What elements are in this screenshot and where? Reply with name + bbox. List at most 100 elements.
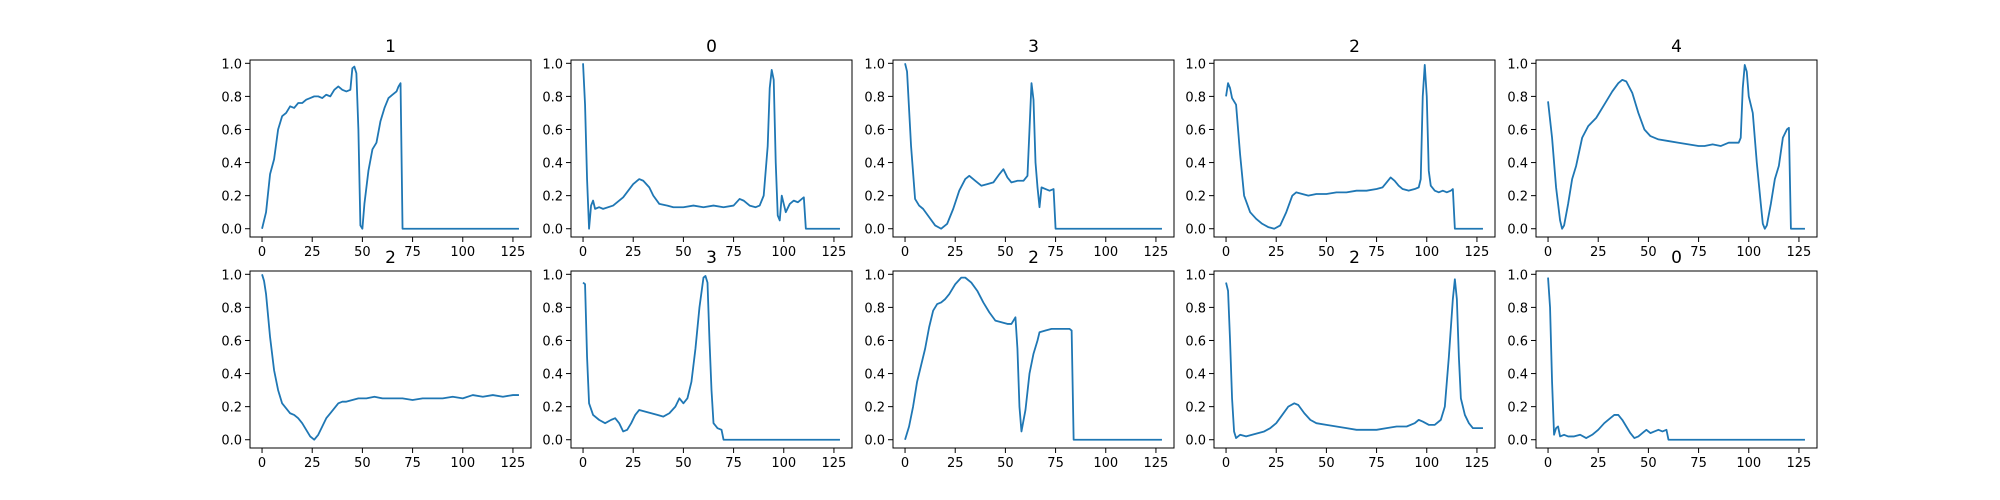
x-tick-label: 50 — [1640, 456, 1657, 471]
y-tick-label: 0.6 — [221, 123, 242, 138]
y-tick-label: 0.2 — [221, 190, 242, 205]
x-tick-label: 0 — [1544, 456, 1552, 471]
y-tick-label: 1.0 — [864, 57, 885, 72]
subplot-1: 1 0 25 50 75 100 125 0.0 0.2 0.4 0.6 0.8 1.0 — [221, 37, 532, 260]
axes-frame — [1535, 270, 1818, 449]
y-tick-label: 0.0 — [1185, 223, 1206, 238]
y-tick-label: 1.0 — [542, 57, 563, 72]
x-tick-label: 100 — [1736, 245, 1761, 260]
y-tick-label: 0.6 — [542, 123, 563, 138]
x-tick-label: 75 — [725, 456, 742, 471]
x-tick-label: 100 — [771, 245, 796, 260]
y-tick-label: 0.4 — [1185, 157, 1206, 172]
x-tick-label: 50 — [675, 456, 692, 471]
y-tick-label: 0.0 — [1185, 434, 1206, 449]
x-tick-label: 0 — [258, 456, 266, 471]
y-tick-label: 0.8 — [864, 301, 885, 316]
y-tick-label: 0.4 — [1185, 368, 1206, 383]
x-tick-label: 25 — [625, 245, 642, 260]
panel-title: 3 — [706, 248, 717, 268]
y-tick-label: 0.0 — [1507, 434, 1528, 449]
series-line — [582, 275, 840, 441]
x-tick-label: 125 — [501, 245, 526, 260]
panel-title: 2 — [385, 248, 396, 268]
y-tick-label: 0.8 — [221, 301, 242, 316]
subplot-4: 2 0 25 50 75 100 125 0.0 0.2 0.4 0.6 0.8 1.0 — [1185, 37, 1496, 260]
x-tick-label: 25 — [625, 456, 642, 471]
x-tick-label: 50 — [675, 245, 692, 260]
x-tick-label: 0 — [258, 245, 266, 260]
x-tick-label: 125 — [1787, 245, 1812, 260]
axes-frame — [570, 59, 853, 238]
y-tick-label: 0.2 — [1507, 401, 1528, 416]
y-tick-label: 1.0 — [221, 57, 242, 72]
y-tick-label: 0.4 — [1507, 368, 1528, 383]
axes-frame — [892, 59, 1175, 238]
x-tick-label: 50 — [354, 245, 371, 260]
y-tick-label: 0.0 — [542, 434, 563, 449]
panel-title: 1 — [385, 37, 396, 57]
subplot-2: 0 0 25 50 75 100 125 0.0 0.2 0.4 0.6 0.8 1.0 — [542, 37, 853, 260]
series-line — [1225, 64, 1483, 230]
x-tick-label: 125 — [501, 456, 526, 471]
y-tick-label: 0.6 — [1507, 123, 1528, 138]
y-tick-label: 0.8 — [1185, 90, 1206, 105]
panel-title: 0 — [706, 37, 717, 57]
y-tick-label: 0.6 — [1185, 123, 1206, 138]
y-tick-label: 0.2 — [1185, 190, 1206, 205]
panel-title: 0 — [1671, 248, 1682, 268]
y-tick-label: 0.4 — [221, 157, 242, 172]
y-tick-label: 0.0 — [864, 223, 885, 238]
y-tick-label: 0.0 — [221, 223, 242, 238]
y-tick-label: 0.4 — [1507, 157, 1528, 172]
y-tick-label: 0.2 — [542, 401, 563, 416]
subplot-9: 2 0 25 50 75 100 125 0.0 0.2 0.4 0.6 0.8 1.0 — [1185, 248, 1496, 471]
series-line — [904, 276, 1162, 441]
axes-frame — [892, 270, 1175, 449]
y-tick-label: 0.4 — [864, 157, 885, 172]
y-tick-label: 0.8 — [864, 90, 885, 105]
x-tick-label: 100 — [1093, 456, 1118, 471]
y-tick-label: 0.2 — [1507, 190, 1528, 205]
axes-frame — [1213, 59, 1496, 238]
x-tick-label: 0 — [579, 456, 587, 471]
y-tick-label: 0.6 — [864, 334, 885, 349]
y-tick-label: 0.4 — [542, 368, 563, 383]
y-tick-label: 0.8 — [221, 90, 242, 105]
x-tick-label: 50 — [354, 456, 371, 471]
x-tick-label: 25 — [1268, 245, 1285, 260]
y-tick-label: 0.2 — [1185, 401, 1206, 416]
subplot-10: 0 0 25 50 75 100 125 0.0 0.2 0.4 0.6 0.8 1.0 — [1507, 248, 1818, 471]
x-tick-label: 100 — [1414, 245, 1439, 260]
x-tick-label: 75 — [404, 245, 421, 260]
x-tick-label: 75 — [1690, 456, 1707, 471]
x-tick-label: 100 — [450, 245, 475, 260]
axes-frame — [249, 59, 532, 238]
x-tick-label: 100 — [1414, 456, 1439, 471]
x-tick-label: 0 — [1222, 245, 1230, 260]
x-tick-label: 50 — [1318, 456, 1335, 471]
x-tick-label: 75 — [1047, 456, 1064, 471]
subplot-7: 3 0 25 50 75 100 125 0.0 0.2 0.4 0.6 0.8 1.0 — [542, 248, 853, 471]
series-line — [1225, 278, 1483, 439]
x-tick-label: 75 — [725, 245, 742, 260]
subplot-6: 2 0 25 50 75 100 125 0.0 0.2 0.4 0.6 0.8 1.0 — [221, 248, 532, 471]
y-tick-label: 1.0 — [1185, 268, 1206, 283]
panel-title: 3 — [1028, 37, 1039, 57]
series-line — [1547, 277, 1805, 441]
series-line — [1547, 64, 1805, 230]
y-tick-label: 0.0 — [864, 434, 885, 449]
x-tick-label: 125 — [822, 245, 847, 260]
x-tick-label: 25 — [304, 245, 321, 260]
panel-title: 2 — [1349, 37, 1360, 57]
y-tick-label: 0.8 — [1185, 301, 1206, 316]
x-tick-label: 25 — [947, 456, 964, 471]
y-tick-label: 0.8 — [542, 301, 563, 316]
x-tick-label: 0 — [901, 456, 909, 471]
y-tick-label: 1.0 — [1185, 57, 1206, 72]
x-tick-label: 0 — [1222, 456, 1230, 471]
x-tick-label: 25 — [1268, 456, 1285, 471]
y-tick-label: 0.2 — [221, 401, 242, 416]
y-tick-label: 0.6 — [542, 334, 563, 349]
y-tick-label: 0.6 — [864, 123, 885, 138]
